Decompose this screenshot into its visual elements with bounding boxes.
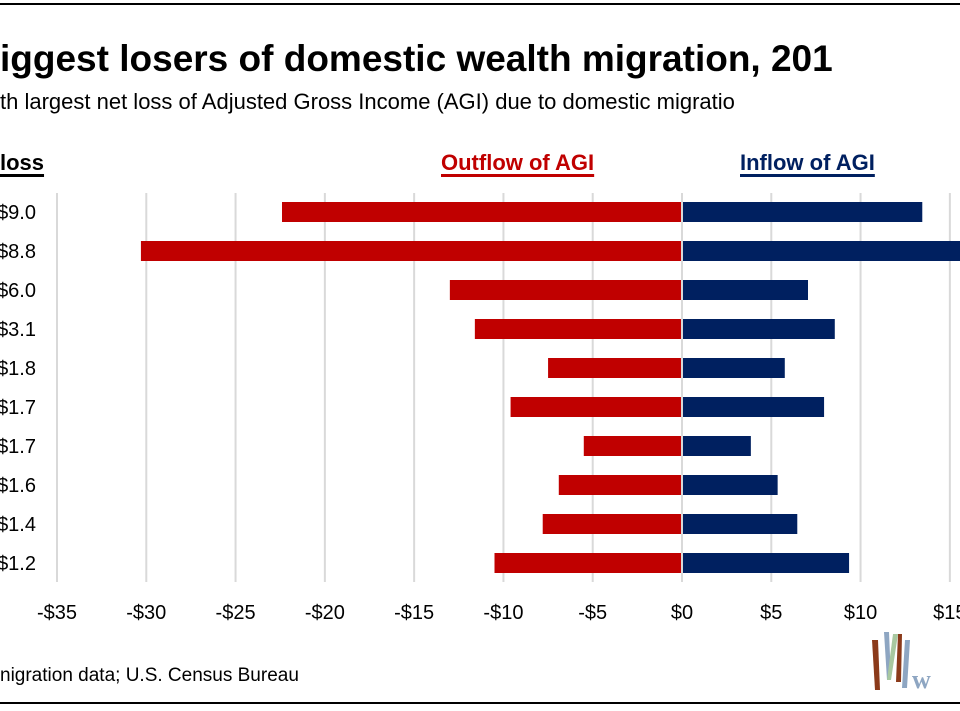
outflow-bar [548, 358, 682, 378]
outflow-bar [282, 202, 682, 222]
inflow-bar [683, 280, 808, 300]
x-tick-label: -$25 [216, 602, 256, 624]
x-tick-label: $15 [933, 602, 960, 624]
outflow-bar [558, 475, 682, 495]
inflow-bar [683, 514, 798, 534]
net-loss-label: $9.0 [0, 202, 36, 224]
inflow-bar [683, 553, 850, 573]
outflow-bar [510, 397, 682, 417]
net-loss-label: $1.8 [0, 358, 36, 380]
outflow-header: Outflow of AGI [441, 150, 595, 175]
inflow-header: Inflow of AGI [740, 150, 875, 175]
inflow-bar [683, 436, 751, 456]
net-loss-label: $1.4 [0, 514, 36, 536]
net-loss-header: loss [0, 150, 45, 175]
top-rule [0, 3, 960, 5]
outflow-bar [542, 514, 682, 534]
net-loss-label: $1.6 [0, 475, 36, 497]
outflow-bar [494, 553, 682, 573]
x-tick-label: $0 [671, 602, 693, 624]
logo: w [872, 632, 931, 692]
bottom-rule [0, 702, 960, 704]
svg-text:w: w [912, 665, 931, 692]
x-tick-label: -$5 [578, 602, 607, 624]
source-note: nigration data; U.S. Census Bureau [0, 665, 299, 686]
x-tick-label: -$10 [483, 602, 523, 624]
net-loss-label: $1.7 [0, 436, 36, 458]
chart-title: iggest losers of domestic wealth migrati… [0, 38, 833, 79]
inflow-bar [683, 475, 778, 495]
net-loss-label: $3.1 [0, 319, 36, 341]
inflow-bar [683, 319, 835, 339]
x-tick-label: $5 [760, 602, 782, 624]
inflow-bar [683, 358, 785, 378]
outflow-bar [140, 241, 682, 261]
x-tick-label: $10 [844, 602, 877, 624]
net-loss-label: $8.8 [0, 241, 36, 263]
outflow-bar [474, 319, 682, 339]
inflow-bar [683, 397, 825, 417]
inflow-bar [683, 241, 960, 261]
x-tick-label: -$30 [126, 602, 166, 624]
net-loss-label: $1.7 [0, 397, 36, 419]
x-tick-label: -$20 [305, 602, 345, 624]
net-loss-label: $6.0 [0, 280, 36, 302]
outflow-bar [449, 280, 682, 300]
net-loss-label: $1.2 [0, 553, 36, 575]
chart-subtitle: th largest net loss of Adjusted Gross In… [0, 89, 735, 114]
x-tick-label: -$35 [37, 602, 77, 624]
inflow-bar [683, 202, 923, 222]
outflow-bar [583, 436, 682, 456]
x-tick-label: -$15 [394, 602, 434, 624]
